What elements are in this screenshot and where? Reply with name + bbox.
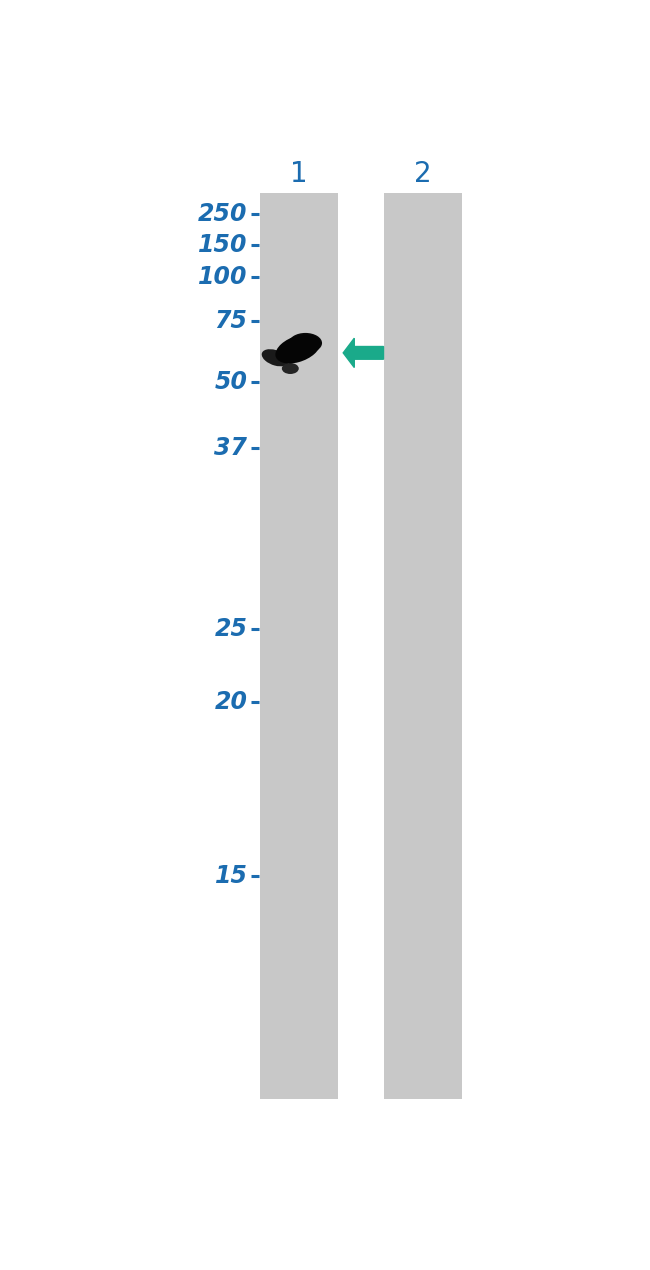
Ellipse shape: [282, 363, 299, 373]
Text: 150: 150: [198, 234, 248, 258]
Text: 250: 250: [198, 202, 248, 226]
Text: 37: 37: [214, 436, 248, 460]
Text: 100: 100: [198, 264, 248, 288]
Text: 2: 2: [414, 160, 432, 188]
Bar: [260, 193, 338, 1099]
Text: 75: 75: [214, 309, 248, 333]
Ellipse shape: [262, 349, 289, 366]
Bar: [384, 193, 462, 1099]
Ellipse shape: [289, 333, 322, 353]
Ellipse shape: [266, 352, 274, 362]
Text: 1: 1: [290, 160, 307, 188]
Text: 25: 25: [214, 617, 248, 640]
Ellipse shape: [276, 334, 320, 363]
Text: 15: 15: [214, 864, 248, 888]
Text: 20: 20: [214, 690, 248, 714]
FancyArrow shape: [343, 338, 383, 367]
Text: 50: 50: [214, 371, 248, 394]
